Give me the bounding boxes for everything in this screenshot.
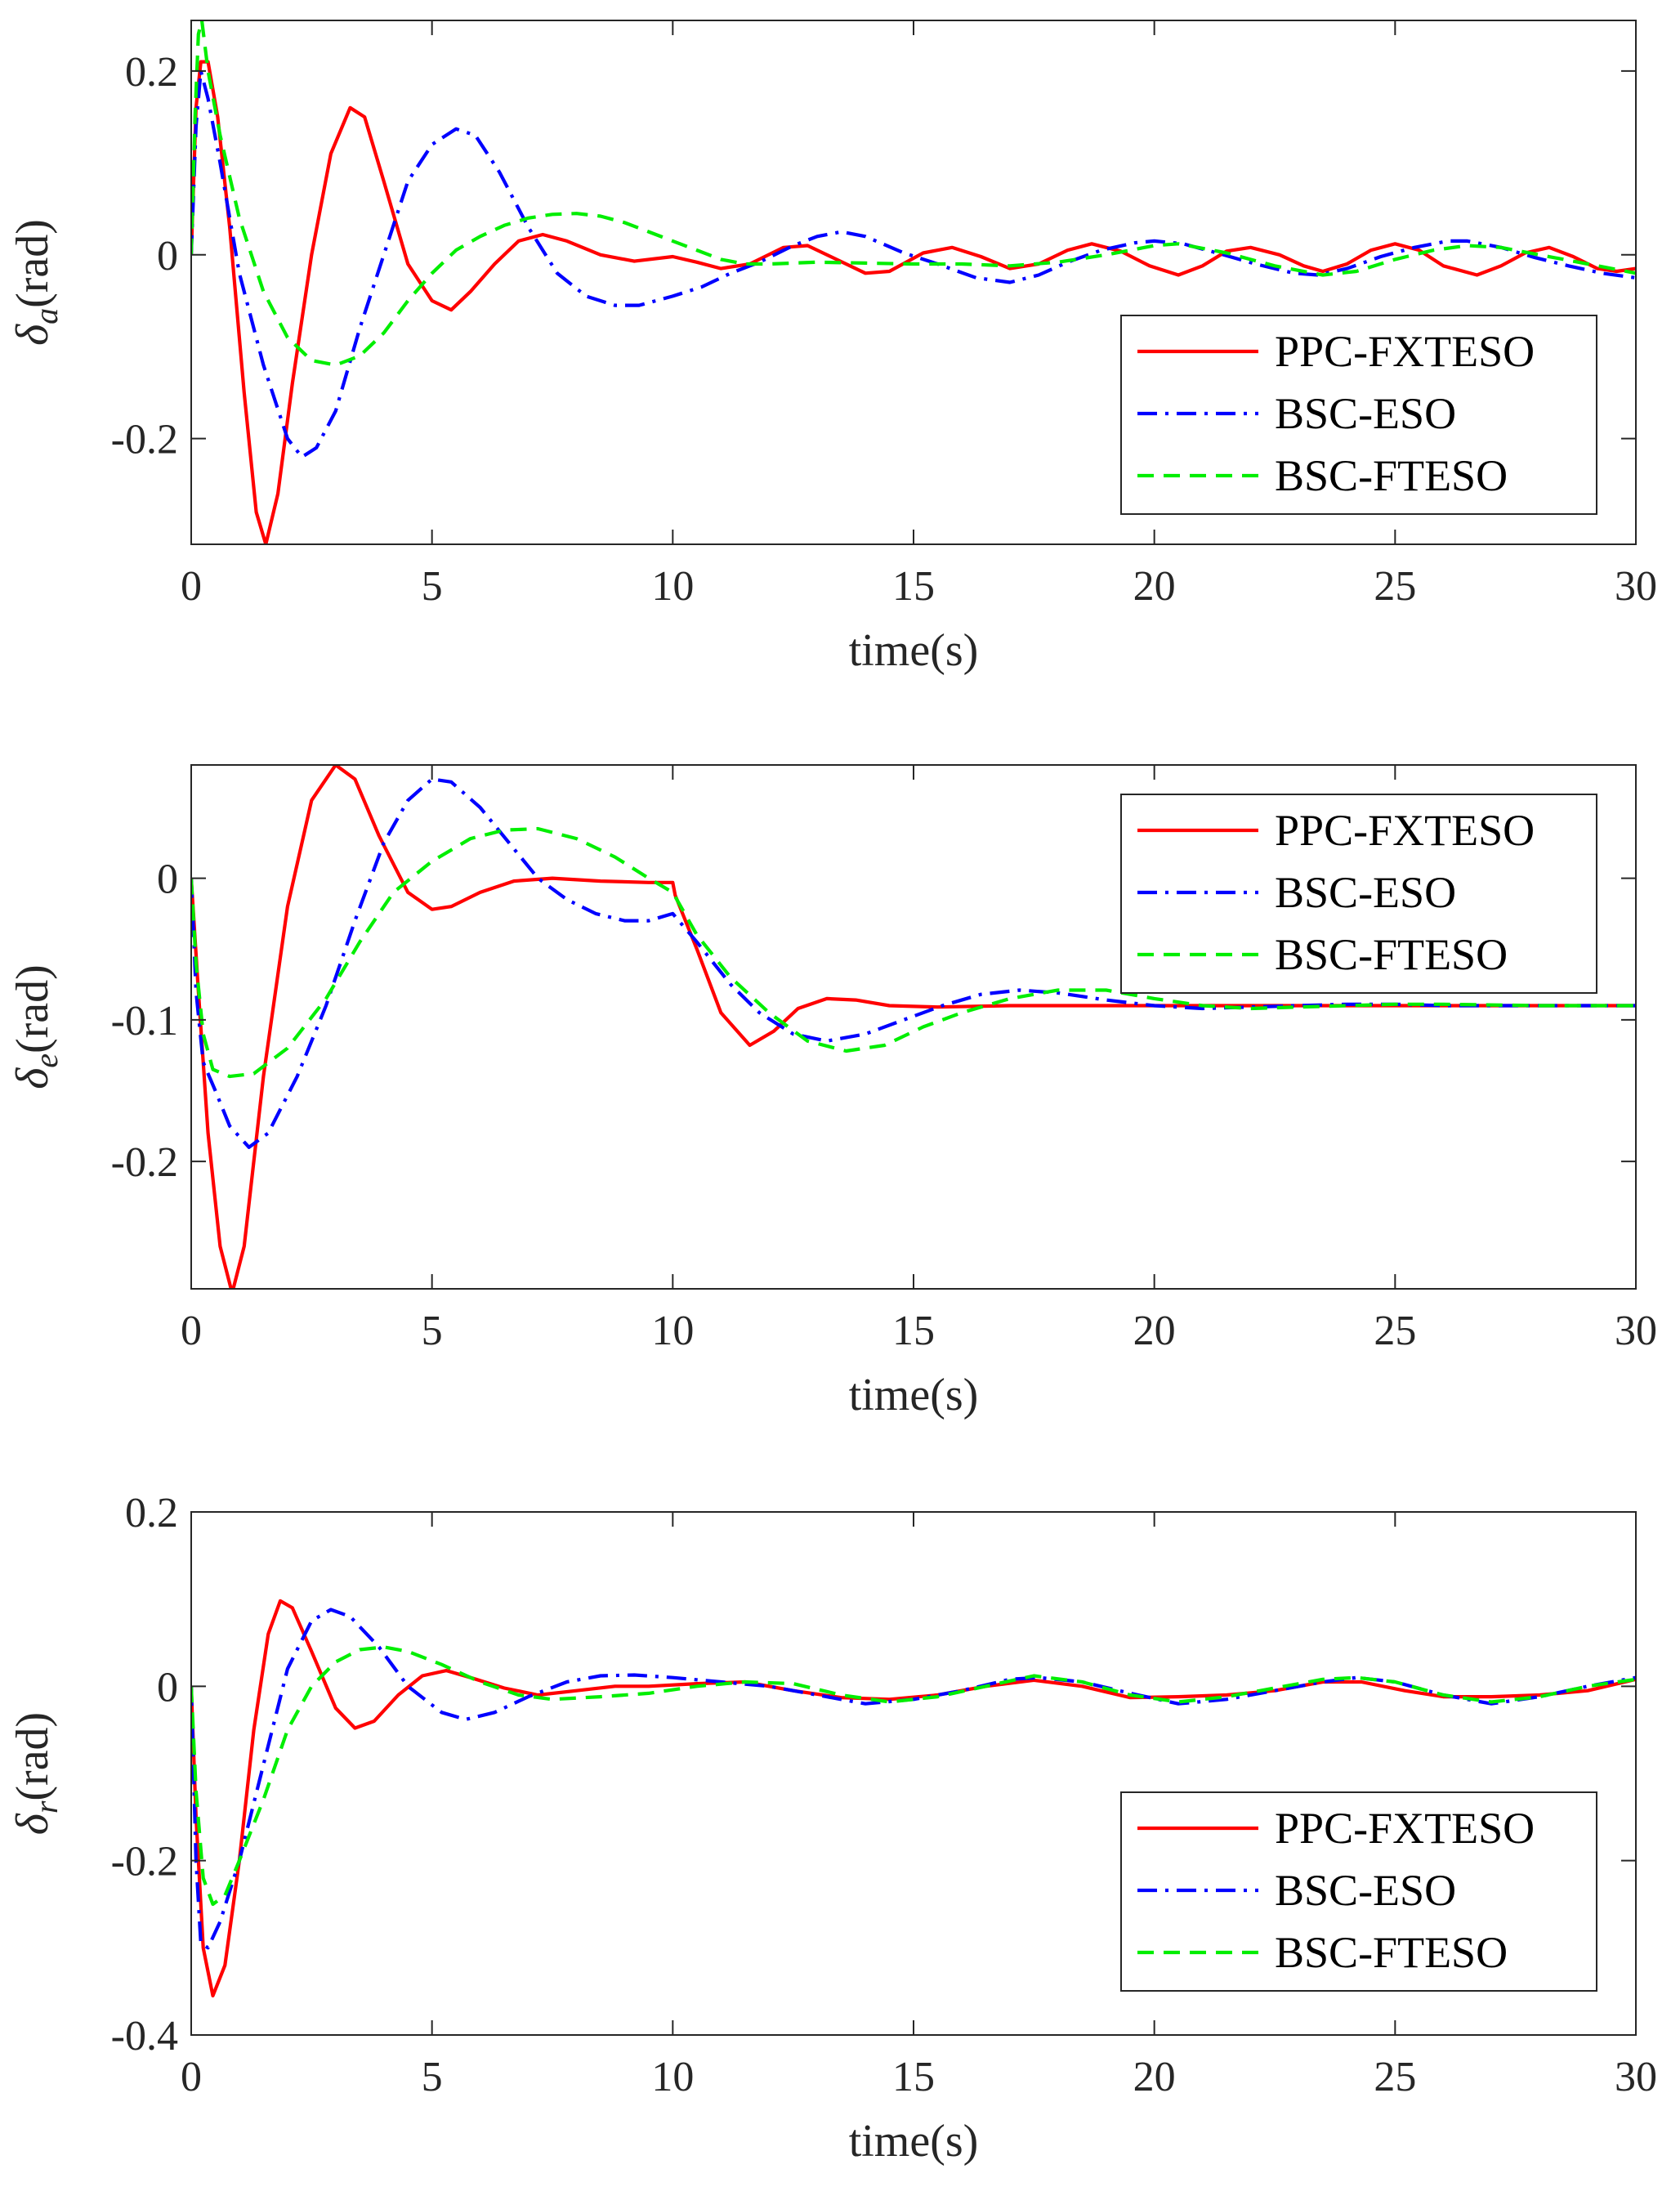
y-tick-label: 0.2 [125, 49, 178, 96]
legend: PPC-FXTESO BSC-ESO BSC-FTESO [1120, 794, 1597, 994]
legend-label: BSC-ESO [1275, 389, 1456, 438]
legend-label: PPC-FXTESO [1275, 327, 1535, 376]
x-tick-label: 0 [181, 1308, 202, 1354]
y-tick-label: -0.1 [111, 998, 178, 1044]
series-line-bsc-fteso [191, 826, 1636, 1079]
y-tick-label: -0.2 [111, 1839, 178, 1885]
series-line-ppc-fxteso [191, 60, 1636, 544]
x-axis-label: time(s) [849, 2116, 979, 2167]
y-tick-label: 0 [157, 856, 178, 903]
y-tick-label: -0.2 [111, 417, 178, 463]
legend-label: BSC-ESO [1275, 1866, 1456, 1915]
legend: PPC-FXTESO BSC-ESO BSC-FTESO [1120, 315, 1597, 515]
x-tick-label: 10 [651, 563, 694, 610]
series-line-ppc-fxteso [191, 765, 1636, 1289]
series-line-bsc-fteso [191, 20, 1636, 367]
legend-box [1120, 794, 1597, 994]
legend-box [1120, 1791, 1597, 1992]
y-tick-label: 0 [157, 1664, 178, 1711]
x-tick-label: 5 [422, 2054, 443, 2100]
y-tick-label: 0.2 [125, 1490, 178, 1536]
x-tick-label: 20 [1133, 563, 1176, 610]
x-tick-label: 15 [892, 563, 935, 610]
legend-label: PPC-FXTESO [1275, 1804, 1535, 1853]
x-tick-label: 15 [892, 1308, 935, 1354]
x-tick-label: 0 [181, 2054, 202, 2100]
y-axis-label: δa(rad) [7, 219, 65, 346]
legend-label: PPC-FXTESO [1275, 806, 1535, 855]
x-tick-label: 5 [422, 563, 443, 610]
y-tick-label: 0 [157, 233, 178, 280]
y-tick-label: -0.4 [111, 2013, 178, 2060]
subplot-1: 0 5 10 15 20 25 30 -0.2 0 0.2 time(s) δa(rad) PPC-FX… [7, 20, 1657, 676]
x-tick-label: 30 [1615, 563, 1657, 610]
x-tick-label: 20 [1133, 1308, 1176, 1354]
x-tick-label: 0 [181, 563, 202, 610]
x-tick-label: 25 [1374, 563, 1416, 610]
x-tick-label: 15 [892, 2054, 935, 2100]
series-line-bsc-eso [191, 1608, 1636, 1950]
legend-label: BSC-ESO [1275, 868, 1456, 917]
x-tick-label: 30 [1615, 2054, 1657, 2100]
series-line-bsc-fteso [191, 1645, 1636, 1907]
subplot-3: 0 5 10 15 20 25 30 -0.4 -0.2 0 0.2 time(s) δr(rad) PP… [7, 1490, 1657, 2167]
series-line-bsc-eso [191, 777, 1636, 1149]
y-axis-label: δe(rad) [7, 964, 65, 1089]
legend-label: BSC-FTESO [1275, 930, 1508, 979]
x-tick-label: 20 [1133, 2054, 1176, 2100]
legend-box [1120, 315, 1597, 515]
x-tick-label: 5 [422, 1308, 443, 1354]
legend-label: BSC-FTESO [1275, 1928, 1508, 1977]
y-tick-label: -0.2 [111, 1139, 178, 1186]
x-tick-label: 25 [1374, 2054, 1416, 2100]
legend-label: BSC-FTESO [1275, 451, 1508, 500]
series-line-bsc-eso [191, 69, 1636, 459]
x-tick-label: 10 [651, 1308, 694, 1354]
x-tick-label: 25 [1374, 1308, 1416, 1354]
x-axis-label: time(s) [849, 1370, 979, 1420]
subplot-2: 0 5 10 15 20 25 30 -0.2 -0.1 0 time(s) δe(rad) PPC-F… [7, 764, 1657, 1420]
x-tick-label: 10 [651, 2054, 694, 2100]
x-axis-label: time(s) [849, 625, 979, 676]
y-axis-label: δr(rad) [7, 1712, 65, 1835]
legend: PPC-FXTESO BSC-ESO BSC-FTESO [1120, 1791, 1597, 1992]
x-tick-label: 30 [1615, 1308, 1657, 1354]
